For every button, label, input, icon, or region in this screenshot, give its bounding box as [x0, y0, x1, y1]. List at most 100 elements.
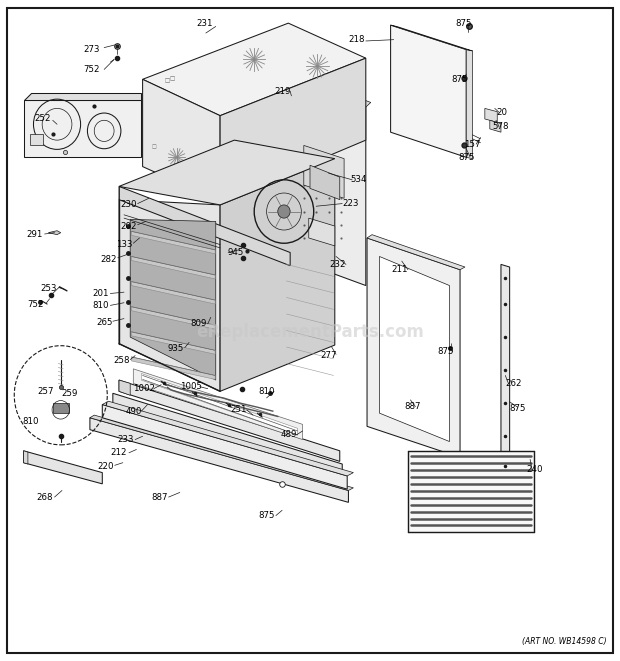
Text: 534: 534 — [350, 175, 366, 184]
Polygon shape — [367, 238, 460, 457]
Text: 258: 258 — [113, 356, 130, 365]
Polygon shape — [290, 74, 371, 107]
Polygon shape — [53, 403, 69, 413]
Text: 578: 578 — [493, 122, 509, 132]
Text: 268: 268 — [37, 492, 53, 502]
Polygon shape — [501, 264, 510, 479]
Polygon shape — [131, 231, 215, 254]
Text: 202: 202 — [120, 221, 136, 231]
Text: 220: 220 — [97, 461, 113, 471]
Polygon shape — [119, 186, 290, 266]
Polygon shape — [90, 418, 348, 502]
Polygon shape — [131, 307, 215, 329]
Polygon shape — [391, 25, 466, 157]
Text: 935: 935 — [167, 344, 184, 353]
Text: 253: 253 — [40, 284, 56, 293]
Text: 265: 265 — [96, 318, 112, 327]
Polygon shape — [367, 235, 465, 270]
Text: 219: 219 — [274, 87, 290, 96]
Polygon shape — [131, 256, 215, 279]
Text: 157: 157 — [464, 139, 480, 149]
Polygon shape — [490, 120, 501, 132]
Polygon shape — [119, 380, 130, 395]
Polygon shape — [141, 373, 298, 435]
Polygon shape — [90, 415, 353, 490]
Polygon shape — [119, 380, 340, 461]
Text: 809: 809 — [190, 319, 206, 329]
Text: 257: 257 — [37, 387, 53, 396]
Polygon shape — [48, 231, 61, 235]
Text: 230: 230 — [120, 200, 136, 210]
Polygon shape — [102, 405, 347, 489]
Polygon shape — [119, 200, 220, 391]
Polygon shape — [143, 23, 366, 116]
Polygon shape — [408, 451, 534, 532]
Polygon shape — [24, 451, 28, 464]
Text: 490: 490 — [125, 407, 141, 416]
Text: 1005: 1005 — [180, 382, 202, 391]
Text: □: □ — [165, 78, 170, 83]
Text: 875: 875 — [259, 511, 275, 520]
Text: 133: 133 — [116, 240, 132, 249]
Polygon shape — [30, 134, 43, 145]
Polygon shape — [143, 79, 220, 202]
Polygon shape — [309, 218, 335, 246]
Text: 223: 223 — [342, 199, 358, 208]
Circle shape — [278, 205, 290, 218]
Text: 887: 887 — [404, 402, 420, 411]
Text: 277: 277 — [321, 351, 337, 360]
Text: 252: 252 — [34, 114, 50, 124]
Polygon shape — [130, 219, 216, 380]
Text: 1002: 1002 — [133, 384, 156, 393]
Polygon shape — [113, 393, 342, 475]
Text: 251: 251 — [231, 405, 247, 414]
Text: 273: 273 — [84, 45, 100, 54]
Text: 489: 489 — [280, 430, 296, 440]
Polygon shape — [290, 79, 366, 286]
Text: 875: 875 — [437, 347, 453, 356]
Text: 20: 20 — [497, 108, 508, 117]
Polygon shape — [102, 401, 353, 476]
Text: 875: 875 — [456, 19, 472, 28]
Text: 875: 875 — [452, 75, 468, 84]
Text: 810: 810 — [93, 301, 109, 310]
Text: (ART NO. WB14598 C): (ART NO. WB14598 C) — [522, 637, 606, 646]
Polygon shape — [119, 140, 335, 205]
Text: □: □ — [170, 77, 175, 82]
Text: 240: 240 — [526, 465, 542, 474]
Text: 875: 875 — [510, 404, 526, 413]
Text: 291: 291 — [26, 230, 42, 239]
Text: 875: 875 — [458, 153, 474, 162]
Text: 218: 218 — [348, 35, 365, 44]
Text: 212: 212 — [111, 448, 127, 457]
Text: 810: 810 — [259, 387, 275, 396]
Polygon shape — [220, 159, 335, 391]
Polygon shape — [379, 256, 450, 442]
Polygon shape — [24, 100, 141, 157]
Text: 259: 259 — [61, 389, 78, 398]
Text: 262: 262 — [505, 379, 521, 388]
Polygon shape — [131, 282, 215, 304]
Text: 887: 887 — [152, 492, 168, 502]
Polygon shape — [133, 369, 303, 440]
Text: 231: 231 — [197, 19, 213, 28]
Text: 232: 232 — [330, 260, 346, 269]
Text: 211: 211 — [392, 265, 408, 274]
Text: 233: 233 — [118, 435, 134, 444]
Text: 810: 810 — [23, 417, 39, 426]
Text: 282: 282 — [100, 254, 117, 264]
Text: 201: 201 — [93, 289, 109, 298]
Polygon shape — [391, 25, 472, 51]
Polygon shape — [310, 165, 340, 200]
Polygon shape — [24, 93, 141, 100]
Text: □: □ — [151, 145, 156, 150]
Polygon shape — [220, 58, 366, 202]
Text: 752: 752 — [28, 299, 44, 309]
Polygon shape — [304, 145, 344, 198]
Text: 752: 752 — [84, 65, 100, 74]
Text: 945: 945 — [228, 248, 244, 257]
Text: eReplacementParts.com: eReplacementParts.com — [196, 323, 424, 341]
Polygon shape — [131, 357, 215, 379]
Polygon shape — [131, 332, 215, 354]
Polygon shape — [24, 451, 102, 484]
